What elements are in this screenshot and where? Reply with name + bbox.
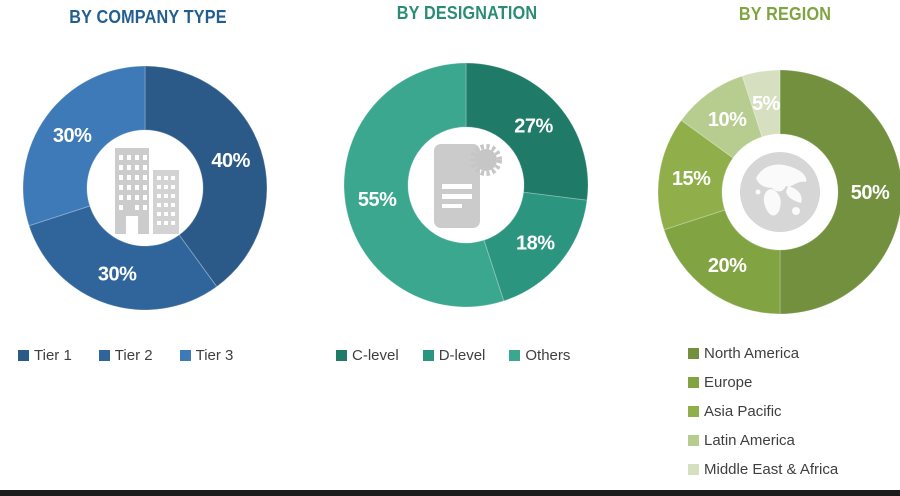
donut-segment-d-level bbox=[483, 191, 588, 302]
donut-chart-company-type: 40% 30% 30% bbox=[22, 65, 268, 311]
legend-swatch-north-america bbox=[688, 348, 699, 359]
legend-label-tier-1: Tier 1 bbox=[34, 347, 72, 364]
data-label-europe: 20% bbox=[708, 255, 747, 277]
globe-icon bbox=[736, 148, 824, 236]
legend-item-europe: Europe bbox=[688, 374, 752, 391]
certificate-icon bbox=[426, 136, 506, 236]
legend-item-north-america: North America bbox=[688, 345, 799, 362]
legend-label-europe: Europe bbox=[704, 374, 753, 391]
legend-label-tier-2: Tier 2 bbox=[114, 347, 153, 364]
legend-swatch-latin-america bbox=[688, 435, 699, 446]
donut-segment-asia-pacific bbox=[657, 119, 734, 231]
legend-label-d-level: D-level bbox=[438, 347, 486, 364]
legend-swatch-middle-east-africa bbox=[688, 464, 699, 475]
legend-label-asia-pacific: Asia Pacific bbox=[704, 403, 782, 420]
legend-item-tier-3: Tier 3 bbox=[179, 347, 234, 364]
legend-label-tier-3: Tier 3 bbox=[195, 347, 234, 364]
donut-segment-europe bbox=[663, 209, 781, 315]
data-label-others: 55% bbox=[358, 189, 397, 211]
legend-item-middle-east-africa: Middle East & Africa bbox=[688, 461, 838, 478]
legend-swatch-tier-3 bbox=[179, 350, 191, 361]
bottom-bar bbox=[0, 490, 900, 496]
legend-item-d-level: D-level bbox=[422, 347, 486, 364]
legend-item-latin-america: Latin America bbox=[688, 432, 795, 449]
donut-chart-designation: 27% 18% 55% bbox=[343, 62, 589, 308]
donut-chart-region: 50% 20% 15% 10%5% bbox=[657, 69, 900, 315]
donut-segment-middle-east-africa bbox=[741, 69, 781, 138]
donut-segment-others bbox=[343, 62, 505, 308]
data-label-latin-america: 10% bbox=[708, 109, 747, 131]
legend-swatch-c-level bbox=[336, 350, 347, 361]
building-icon bbox=[107, 142, 187, 234]
legend-designation: C-level D-level Others bbox=[336, 347, 570, 364]
donut-segment-north-america bbox=[779, 69, 900, 315]
chart-title-designation: BY DESIGNATION bbox=[396, 3, 538, 23]
legend-item-tier-2: Tier 2 bbox=[98, 347, 153, 364]
legend-swatch-europe bbox=[688, 377, 699, 388]
chart-title-company-type: BY COMPANY TYPE bbox=[69, 7, 227, 27]
legend-item-c-level: C-level bbox=[336, 347, 399, 364]
data-label-c-level: 27% bbox=[514, 116, 553, 138]
data-label-asia-pacific: 15% bbox=[672, 168, 711, 190]
legend-swatch-d-level bbox=[422, 350, 434, 361]
legend-label-c-level: C-level bbox=[352, 347, 399, 364]
legend-label-north-america: North America bbox=[704, 345, 800, 362]
data-label-north-america: 50% bbox=[851, 182, 890, 204]
legend-swatch-tier-2 bbox=[98, 350, 110, 361]
legend-label-middle-east-africa: Middle East & Africa bbox=[704, 461, 839, 478]
donut-segment-tier-3 bbox=[22, 65, 146, 227]
legend-swatch-tier-1 bbox=[18, 350, 29, 361]
data-label-tier-1: 40% bbox=[211, 150, 250, 172]
legend-region: North America Europe Asia Pacific Latin Ame… bbox=[688, 345, 838, 478]
legend-item-tier-1: Tier 1 bbox=[18, 347, 72, 364]
chart-title-region: BY REGION bbox=[738, 4, 832, 24]
legend-item-asia-pacific: Asia Pacific bbox=[688, 403, 782, 420]
donut-segment-tier-2 bbox=[28, 205, 218, 311]
donut-segment-tier-1 bbox=[144, 65, 268, 288]
data-label-d-level: 18% bbox=[516, 232, 555, 254]
legend-item-others: Others bbox=[509, 347, 570, 364]
legend-label-latin-america: Latin America bbox=[704, 432, 795, 449]
legend-label-others: Others bbox=[525, 347, 571, 364]
legend-swatch-asia-pacific bbox=[688, 406, 699, 417]
legend-company-type: Tier 1 Tier 2 Tier 3 bbox=[18, 347, 233, 364]
data-label-tier-2: 30% bbox=[98, 264, 137, 286]
legend-swatch-others bbox=[509, 350, 521, 361]
data-label-tier-3: 30% bbox=[53, 125, 92, 147]
donut-segment-latin-america bbox=[680, 75, 763, 159]
donut-segment-c-level bbox=[465, 62, 589, 201]
data-label-middle-east-africa: 5% bbox=[752, 93, 781, 115]
